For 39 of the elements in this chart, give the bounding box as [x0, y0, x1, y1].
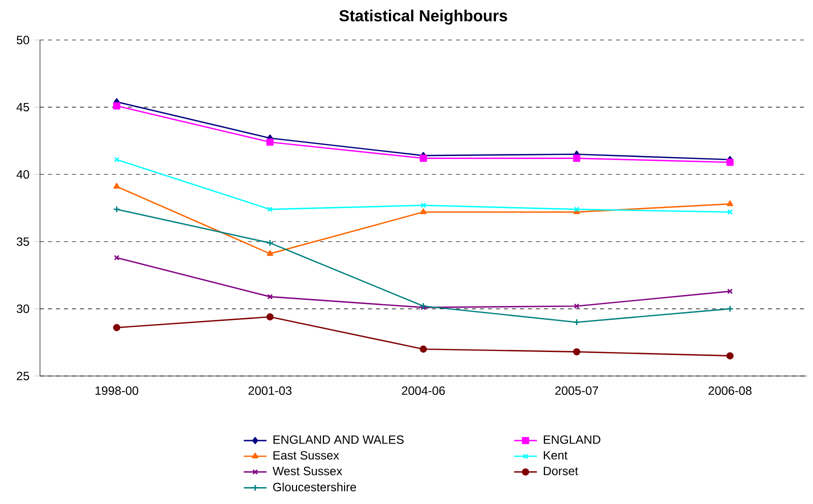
legend-label: Kent: [544, 451, 568, 460]
point: [726, 352, 734, 360]
point: [420, 208, 427, 214]
point: [726, 200, 734, 206]
point: [726, 158, 734, 166]
point: [420, 346, 427, 353]
point: [113, 324, 120, 332]
y-tick-label: 50: [16, 36, 30, 44]
legend-label: East Sussex: [274, 451, 340, 460]
point: [113, 182, 120, 189]
x-tick-label: 2006-08: [708, 386, 752, 395]
y-tick-label: 30: [16, 304, 30, 314]
legend-label: Gloucestershire: [273, 482, 356, 492]
point: [113, 102, 120, 110]
legend-label: Dorset: [544, 466, 578, 476]
legend-label: ENGLAND: [544, 435, 600, 444]
legend-label: ENGLAND AND WALES: [274, 435, 404, 444]
y-tick-label: 35: [16, 237, 30, 246]
y-tick-label: 45: [16, 103, 30, 112]
y-tick-label: 40: [16, 170, 30, 179]
chart-title: Statistical Neighbours: [339, 10, 508, 25]
point: [266, 239, 274, 247]
point: [267, 206, 273, 212]
point: [266, 250, 274, 256]
legend-label: West Sussex: [272, 466, 342, 476]
x-tick-label: 2001-03: [248, 386, 292, 395]
x-tick-label: 1998-00: [96, 386, 138, 395]
point: [267, 294, 273, 300]
point: [420, 202, 426, 208]
x-tick-label: 2005-07: [555, 386, 598, 395]
x-tick-label: 2004-06: [402, 386, 445, 395]
y-tick-label: 25: [16, 372, 30, 380]
point: [266, 313, 274, 320]
point: [573, 154, 580, 162]
point: [420, 154, 427, 162]
point: [266, 138, 274, 146]
point: [573, 318, 580, 326]
point: [573, 348, 580, 356]
point: [574, 303, 580, 309]
